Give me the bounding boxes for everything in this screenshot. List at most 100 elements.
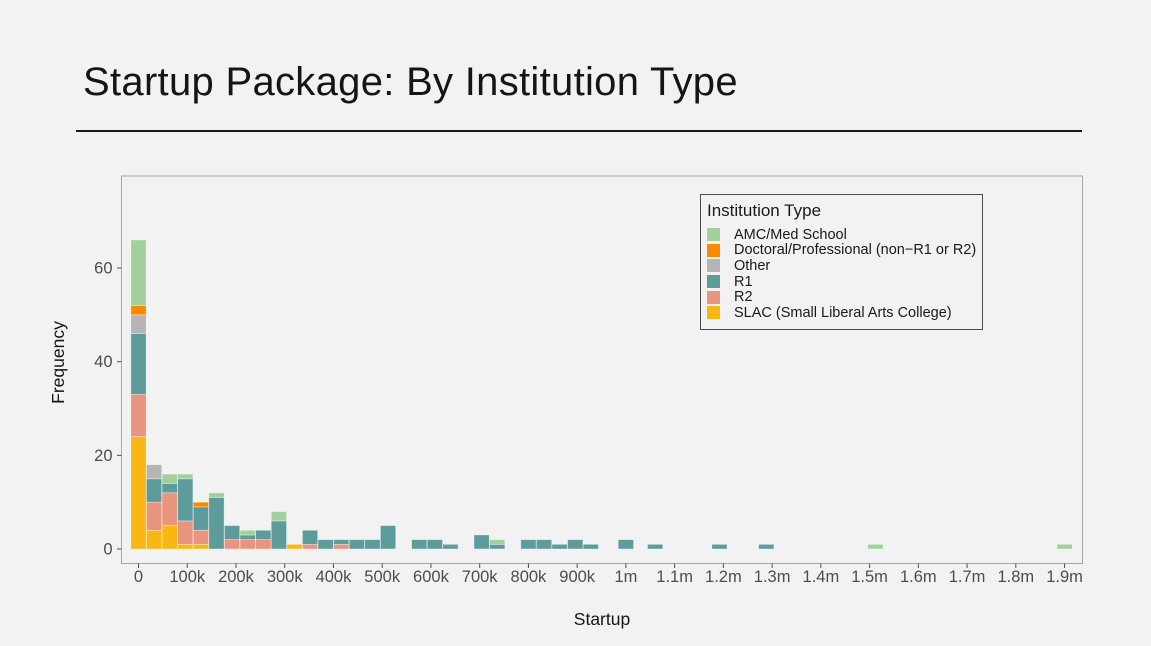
x-tick-label: 200k bbox=[218, 568, 255, 586]
histogram-bar-segment-slac bbox=[192, 543, 209, 550]
x-tick-label: 700k bbox=[462, 568, 499, 586]
histogram-bar-segment-other bbox=[130, 314, 147, 334]
x-tick-label: 1.7m bbox=[949, 568, 986, 586]
histogram-bar-segment-r1 bbox=[146, 478, 163, 503]
panel-border bbox=[121, 175, 1083, 564]
histogram-bar-segment-r1 bbox=[348, 539, 365, 550]
histogram-bar-segment-r1 bbox=[442, 543, 459, 550]
histogram-bar-segment-r1 bbox=[426, 539, 443, 550]
histogram-bar-segment-slac bbox=[130, 436, 147, 550]
x-tick-label: 500k bbox=[364, 568, 401, 586]
histogram-bar-segment-r2 bbox=[161, 492, 178, 526]
title-underline bbox=[76, 130, 1082, 133]
histogram-bar-segment-r1 bbox=[192, 506, 209, 531]
histogram-bar-segment-r1 bbox=[255, 529, 272, 540]
x-tick-label: 100k bbox=[169, 568, 206, 586]
histogram-bar-segment-amc bbox=[1056, 543, 1073, 550]
histogram-bar-segment-r1 bbox=[411, 539, 428, 550]
histogram-bar-segment-r2 bbox=[224, 539, 241, 550]
histogram-bar-segment-r2 bbox=[302, 543, 319, 550]
y-axis-title: Frequency bbox=[48, 321, 68, 404]
histogram-bar-segment-r1 bbox=[161, 483, 178, 494]
legend-label: SLAC (Small Liberal Arts College) bbox=[734, 304, 952, 321]
slide-title: Startup Package: By Institution Type bbox=[83, 60, 738, 104]
histogram-bar-segment-r1 bbox=[551, 543, 568, 550]
histogram-bar-segment-amc bbox=[130, 239, 147, 306]
histogram-bar-segment-r1 bbox=[489, 543, 506, 550]
legend-label: AMC/Med School bbox=[734, 226, 847, 243]
x-tick-label: 1.6m bbox=[900, 568, 937, 586]
histogram-bar-segment-r2 bbox=[255, 539, 272, 550]
x-tick-label: 0 bbox=[134, 568, 143, 586]
histogram-bar-segment-r1 bbox=[224, 525, 241, 540]
legend-box: Institution Type AMC/Med School Doctoral… bbox=[700, 194, 983, 330]
histogram-bar-segment-amc bbox=[489, 539, 506, 545]
x-tick-label: 300k bbox=[267, 568, 304, 586]
histogram-bar-segment-amc bbox=[270, 511, 287, 522]
x-tick-label: 1.4m bbox=[803, 568, 840, 586]
legend-swatch-amc-med-school bbox=[707, 228, 720, 242]
histogram-bar-segment-r1 bbox=[239, 534, 256, 540]
histogram-bar-segment-r1 bbox=[270, 520, 287, 550]
histogram-bar-segment-r2 bbox=[192, 529, 209, 545]
x-tick-label: 600k bbox=[413, 568, 450, 586]
x-tick-label: 400k bbox=[316, 568, 353, 586]
histogram-bar-segment-r1 bbox=[208, 497, 225, 550]
legend-label: Doctoral/Professional (non−R1 or R2) bbox=[734, 242, 977, 259]
histogram-bar-segment-other bbox=[146, 464, 163, 480]
legend-entry-r2: R2 bbox=[707, 289, 974, 305]
histogram-bar-segment-r2 bbox=[130, 394, 147, 437]
histogram-bar-segment-doctoral bbox=[130, 305, 147, 316]
legend-entry-slac: SLAC (Small Liberal Arts College) bbox=[707, 305, 974, 321]
histogram-bar-segment-r1 bbox=[177, 478, 194, 522]
legend-swatch-doctoral-professional bbox=[707, 243, 720, 257]
histogram-bar-segment-doctoral bbox=[192, 501, 209, 508]
histogram-bar-segment-r2 bbox=[239, 539, 256, 550]
histogram-bar-segment-amc bbox=[177, 473, 194, 480]
histogram-bar-segment-r1 bbox=[758, 543, 775, 550]
histogram-bar-segment-slac bbox=[177, 543, 194, 550]
y-tick-label: 0 bbox=[103, 541, 112, 559]
x-tick-label: 1.2m bbox=[705, 568, 742, 586]
legend-entry-amc-med-school: AMC/Med School bbox=[707, 227, 974, 243]
x-tick-label: 1.3m bbox=[754, 568, 791, 586]
histogram-bar-segment-r1 bbox=[536, 539, 553, 550]
legend-swatch-r2 bbox=[707, 290, 720, 304]
legend-label: Other bbox=[734, 257, 771, 274]
histogram-bar-segment-r2 bbox=[146, 501, 163, 531]
histogram-bar-segment-r1 bbox=[567, 539, 584, 550]
legend-swatch-r1 bbox=[707, 275, 720, 289]
histogram-bar-segment-amc bbox=[208, 492, 225, 498]
legend-swatch-other bbox=[707, 259, 720, 273]
x-tick-label: 1.5m bbox=[851, 568, 888, 586]
legend-entry-doctoral-professional: Doctoral/Professional (non−R1 or R2) bbox=[707, 242, 977, 259]
x-tick-label: 1.1m bbox=[656, 568, 693, 586]
histogram-bar-segment-r1 bbox=[520, 539, 537, 550]
histogram-bar-segment-r1 bbox=[364, 539, 381, 550]
legend-entry-r1: R1 bbox=[707, 274, 974, 290]
legend-swatch-slac bbox=[707, 306, 720, 320]
legend-label: R2 bbox=[734, 289, 753, 306]
legend-label: R1 bbox=[734, 273, 753, 290]
x-tick-label: 1.9m bbox=[1046, 568, 1083, 586]
histogram-bar-segment-amc bbox=[867, 543, 884, 550]
histogram-bar-segment-r1 bbox=[473, 534, 490, 550]
histogram-bar-segment-r1 bbox=[380, 525, 397, 550]
histogram-bar-segment-r1 bbox=[617, 539, 634, 550]
legend-title: Institution Type bbox=[707, 201, 822, 220]
histogram-bar-segment-r1 bbox=[582, 543, 599, 550]
histogram-bar-segment-slac bbox=[161, 525, 178, 550]
y-tick-label: 60 bbox=[94, 260, 112, 278]
histogram-bar-segment-amc bbox=[161, 473, 178, 484]
histogram-bar-segment-r1 bbox=[130, 333, 147, 395]
x-tick-label: 900k bbox=[559, 568, 596, 586]
x-tick-label: 1.8m bbox=[997, 568, 1034, 586]
histogram-bar-segment-r1 bbox=[333, 539, 350, 545]
y-tick-label: 40 bbox=[94, 353, 112, 371]
y-tick-label: 20 bbox=[94, 447, 112, 465]
x-tick-label: 800k bbox=[511, 568, 548, 586]
legend-entry-other: Other bbox=[707, 258, 974, 274]
